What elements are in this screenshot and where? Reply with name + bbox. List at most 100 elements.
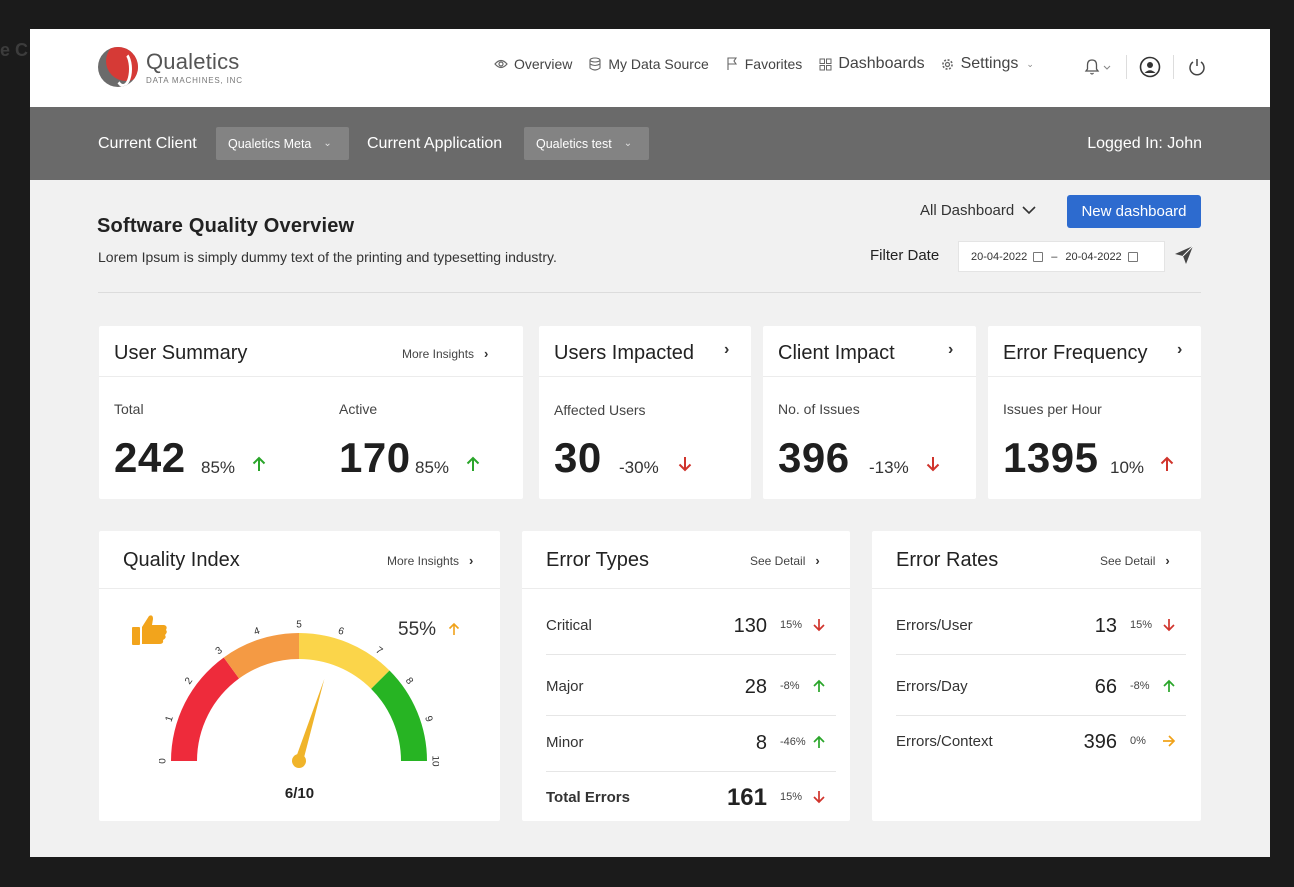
link-label: More Insights [402,346,475,361]
menu-item-settings[interactable]: Settings ⌄ [941,55,1034,73]
client-impact-card: Client Impact › No. of Issues 396 -13% [763,326,976,499]
card-header[interactable]: Error Frequency › [988,326,1201,377]
header-divider [1173,55,1174,79]
arrow-up-icon [813,735,825,748]
issues-label: No. of Issues [778,401,860,417]
send-icon[interactable] [1173,244,1195,266]
date-range-picker[interactable]: 20-04-2022 – 20-04-2022 [958,241,1165,272]
row-label: Critical [546,617,592,634]
card-title: Error Frequency [1003,342,1148,364]
issues-value: 396 [778,434,850,481]
row-percent: 0% [1130,735,1146,747]
row-label: Errors/Day [896,678,968,695]
logo[interactable]: Qualetics DATA MACHINES, INC [98,47,243,87]
gauge-tick-label: 10 [429,755,439,767]
row-value: 396 [1083,731,1117,753]
row-label: Major [546,678,584,695]
date-to[interactable]: 20-04-2022 [1065,250,1122,263]
issues-per-hour-percent: 10% [1110,458,1145,477]
arrow-down-icon [678,457,692,472]
main-menu: Overview My Data Source Favorites Dashbo… [494,55,1034,73]
row-value: 161 [726,784,767,811]
more-insights-link[interactable]: More Insights › [387,553,473,568]
client-bar: Current Client Qualetics Meta ⌄ Current … [30,107,1270,180]
card-header[interactable]: Client Impact › [763,326,976,377]
bell-icon[interactable] [1080,56,1114,78]
arrow-up-icon [813,679,825,692]
chevron-right-icon[interactable]: › [1177,341,1183,358]
total-label: Total [114,401,144,417]
calendar-icon[interactable] [1033,251,1044,262]
grid-icon [818,57,832,71]
logo-subtitle: DATA MACHINES, INC [146,76,243,85]
chevron-right-icon: › [815,553,820,568]
power-icon[interactable] [1186,56,1208,78]
new-dashboard-button[interactable]: New dashboard [1067,195,1201,228]
menu-item-overview[interactable]: Overview [494,56,572,72]
row-label: Total Errors [546,789,630,806]
chevron-right-icon[interactable]: › [724,341,730,358]
section-divider [98,292,1201,293]
card-header[interactable]: Users Impacted › [539,326,751,377]
affected-users-value: 30 [554,434,602,481]
gauge-tick-label: 6 [337,626,346,638]
calendar-icon[interactable] [1127,251,1138,262]
card-header: User Summary More Insights › [99,326,523,377]
arrow-up-icon [252,456,266,471]
dashboard-select[interactable]: All Dashboard [920,202,1036,219]
issues-per-hour-value: 1395 [1003,434,1099,481]
arrow-down-icon [926,457,940,472]
date-separator: – [1051,250,1058,263]
menu-item-my-data-source[interactable]: My Data Source [588,56,709,72]
menu-item-label: Dashboards [838,55,925,72]
arrow-up-icon [1163,679,1175,692]
current-application-select[interactable]: Qualetics test ⌄ [524,127,649,160]
error-rates-card: Error Rates See Detail › Errors/User 13 15… [872,531,1201,821]
user-profile-icon[interactable] [1139,56,1161,78]
gauge-segment-mid-high [299,633,390,689]
current-client-select[interactable]: Qualetics Meta ⌄ [216,127,349,160]
eye-icon [494,57,508,71]
page-title: Software Quality Overview [97,215,355,237]
row-divider [896,715,1186,716]
gauge-tick-label: 3 [214,645,225,657]
total-value: 242 [114,434,186,481]
arrow-up-icon [466,456,480,471]
menu-item-dashboards[interactable]: Dashboards [818,55,925,73]
menu-item-label: My Data Source [608,56,709,72]
gauge-tick-label: 5 [296,620,302,631]
users-impacted-card: Users Impacted › Affected Users 30 -30% [539,326,751,499]
chevron-right-icon: › [469,553,474,568]
page-subtitle: Lorem Ipsum is simply dummy text of the … [98,249,557,265]
gauge-tick-label: 7 [373,645,384,657]
row-value: 13 [1094,615,1117,637]
gauge-hub [292,754,306,768]
dashboard-window: Qualetics DATA MACHINES, INC Overview My… [30,29,1270,857]
user-summary-card: User Summary More Insights › Total 242 8… [99,326,523,499]
row-divider [896,654,1186,655]
error-frequency-card: Error Frequency › Issues per Hour 1395 1… [988,326,1201,499]
chevron-right-icon: › [1165,553,1170,568]
quality-percent: 55% [398,619,437,640]
current-application-value: Qualetics test [536,136,612,151]
chevron-down-icon: ⌄ [623,138,633,149]
more-insights-link[interactable]: More Insights › [402,346,488,361]
issues-per-hour-label: Issues per Hour [1003,401,1102,417]
see-detail-link[interactable]: See Detail › [750,553,820,568]
see-detail-link[interactable]: See Detail › [1100,553,1170,568]
gauge-tick-label: 2 [183,675,195,686]
chevron-down-icon [1022,206,1036,215]
header-divider [1126,55,1127,79]
arrow-down-icon [1163,619,1175,632]
row-percent: -8% [1130,680,1150,692]
card-title: Quality Index [123,549,240,571]
card-title: Error Rates [896,549,999,571]
gauge-tick-label: 9 [422,715,434,724]
chevron-right-icon[interactable]: › [948,341,954,358]
card-title: User Summary [114,342,248,364]
quality-gauge: 0 1 2 3 4 5 6 7 8 9 10 [159,620,439,768]
filter-date-label: Filter Date [870,247,940,264]
menu-item-favorites[interactable]: Favorites [725,56,802,72]
date-from[interactable]: 20-04-2022 [971,250,1028,263]
row-percent: 15% [1130,619,1153,631]
